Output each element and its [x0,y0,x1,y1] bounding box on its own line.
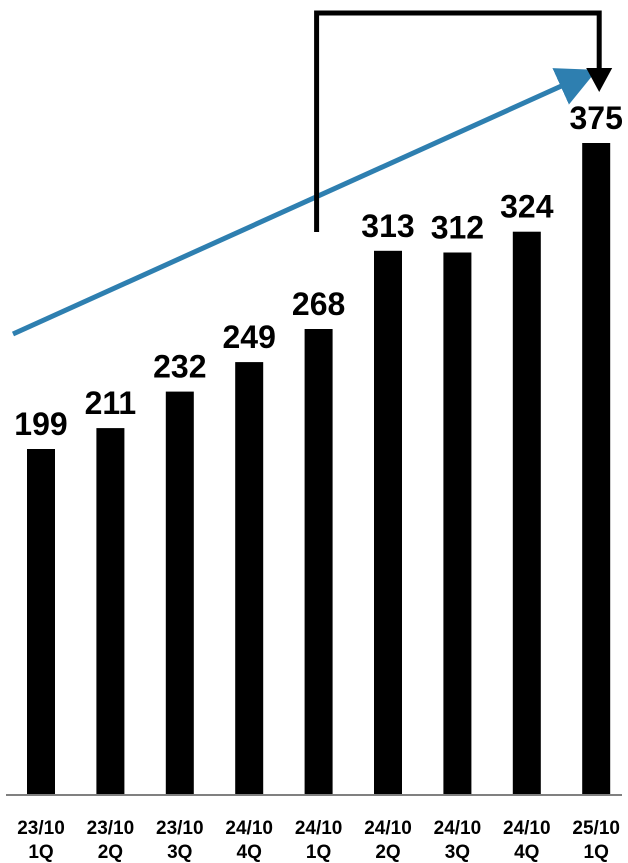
x-tick-label-6-line-1: 3Q [445,842,470,863]
bar-7 [512,231,541,795]
x-tick-label-2-line-1: 3Q [167,842,192,863]
x-tick-label-8-line-0: 25/10 [572,818,620,839]
x-tick-label-5-line-1: 2Q [375,842,400,863]
bar-8 [582,143,611,795]
data-label-2: 232 [153,349,206,385]
x-tick-label-4-line-1: 1Q [306,842,331,863]
bar-1 [96,428,125,795]
x-tick-label-8-line-1: 1Q [584,842,609,863]
data-label-3: 249 [223,319,276,355]
x-tick-label-0-line-0: 23/10 [17,818,65,839]
bar-4 [304,329,333,795]
x-tick-label-7-line-0: 24/10 [503,818,551,839]
bar-0 [27,449,55,795]
x-tick-label-0-line-1: 1Q [28,842,53,863]
x-tick-label-1-line-1: 2Q [98,842,123,863]
bar-3 [235,362,264,795]
x-tick-label-4-line-0: 24/10 [295,818,343,839]
bar-6 [443,252,472,795]
data-label-6: 312 [431,210,484,246]
data-label-0: 199 [14,406,67,442]
data-label-1: 211 [85,385,137,421]
x-tick-label-3-line-1: 4Q [237,842,262,863]
bracket-arrow-line [314,10,602,232]
x-tick-label-1-line-0: 23/10 [87,818,135,839]
data-label-4: 268 [292,286,345,322]
x-tick-label-3-line-0: 24/10 [225,818,273,839]
data-label-5: 313 [361,208,414,244]
bracket-arrow-head [586,68,613,92]
data-label-7: 324 [500,189,554,225]
trend-arrow [11,68,598,337]
bars-layer [27,143,611,796]
data-label-8: 375 [570,100,623,136]
x-tick-label-5-line-0: 24/10 [364,818,412,839]
x-tick-labels-layer: 23/10 1Q 23/10 2Q 23/10 3Q 24/10 4Q 24/10 1Q 24/10… [17,818,620,863]
data-labels-layer: 199 211 232 249 268 313 312 324 375 [14,100,623,442]
x-tick-label-6-line-0: 24/10 [434,818,482,839]
bar-2 [165,391,194,795]
x-tick-label-2-line-0: 23/10 [156,818,204,839]
bar-5 [374,250,402,796]
x-tick-label-7-line-1: 4Q [514,842,539,863]
